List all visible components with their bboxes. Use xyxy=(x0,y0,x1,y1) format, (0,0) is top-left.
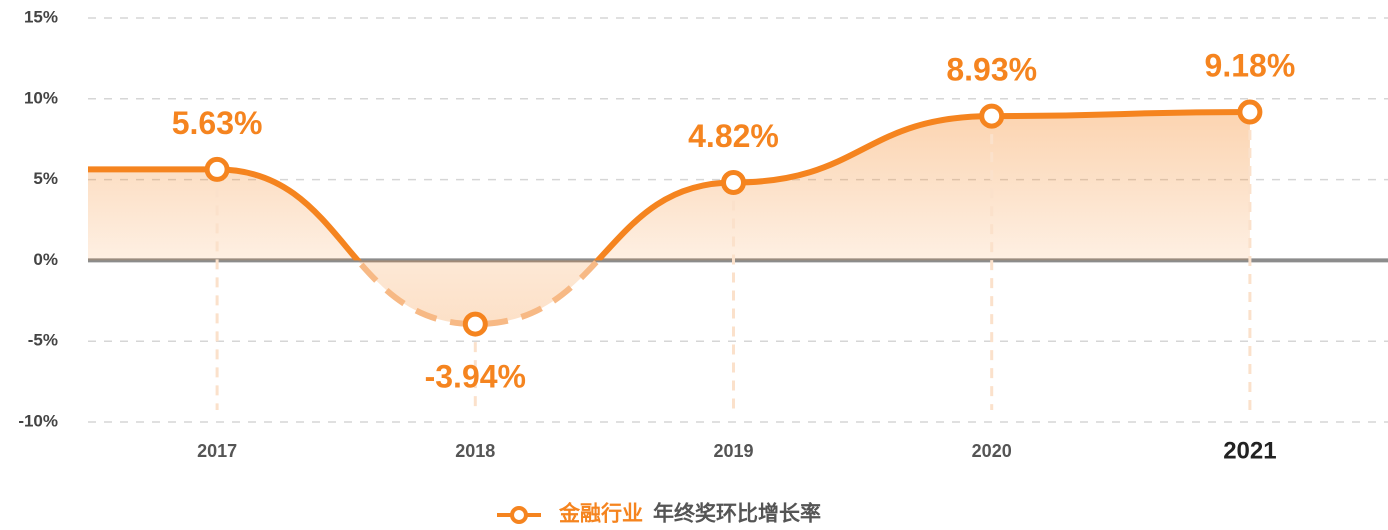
y-tick-label: 5% xyxy=(33,169,58,188)
x-tick-label: 2020 xyxy=(972,441,1012,461)
y-tick-label: 15% xyxy=(24,7,58,26)
area-positive xyxy=(88,112,1250,261)
legend-marker xyxy=(510,506,528,524)
x-tick-label: 2021 xyxy=(1223,437,1276,464)
y-tick-label: 10% xyxy=(24,88,58,107)
data-label: 8.93% xyxy=(946,52,1037,88)
y-tick-label: -10% xyxy=(18,411,58,430)
point xyxy=(979,103,1005,129)
legend-label: 金融行业 xyxy=(558,502,643,526)
area-negative xyxy=(88,260,1250,325)
data-label: 4.82% xyxy=(688,118,779,154)
y-tick-label: 0% xyxy=(33,250,58,269)
x-tick-label: 2017 xyxy=(197,441,237,461)
data-label: 9.18% xyxy=(1205,48,1296,84)
series-line xyxy=(217,109,1250,261)
point xyxy=(721,170,746,196)
legend-suffix: 年终奖环比增长率 xyxy=(653,502,821,526)
series-line-negative xyxy=(353,260,602,328)
point xyxy=(204,156,230,182)
x-tick-label: 2018 xyxy=(455,441,495,461)
data-label: -3.94% xyxy=(425,359,526,395)
data-label: 5.63% xyxy=(172,105,263,141)
point xyxy=(1237,99,1263,125)
point xyxy=(462,311,488,337)
y-tick-label: -5% xyxy=(28,331,58,350)
x-tick-label: 2019 xyxy=(713,441,753,461)
